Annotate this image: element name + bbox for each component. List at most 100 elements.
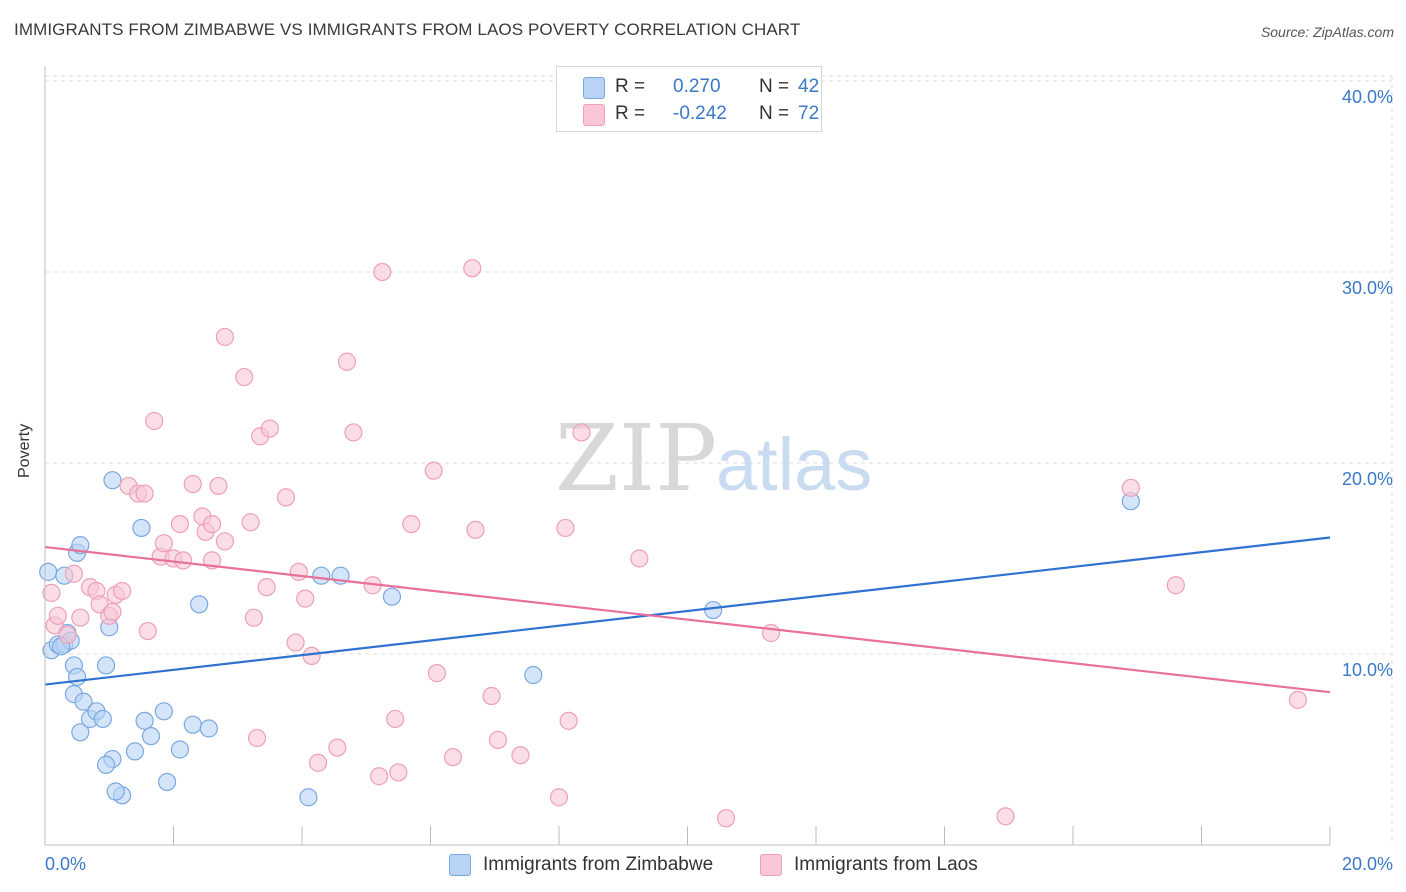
data-point-laos — [247, 728, 267, 748]
data-point-laos — [482, 686, 501, 706]
data-point-laos — [215, 532, 234, 551]
legend-r-value: 0.270 — [673, 76, 721, 97]
data-point-zimbabwe — [183, 715, 202, 734]
data-point-laos — [276, 488, 296, 507]
data-point-laos — [1121, 478, 1140, 497]
data-point-laos — [241, 513, 260, 532]
data-point-zimbabwe — [135, 711, 154, 730]
data-point-laos — [463, 259, 482, 278]
bottom-legend-label-zimbabwe: Immigrants from Zimbabwe — [483, 854, 714, 875]
data-point-laos — [443, 748, 463, 767]
data-point-laos — [1166, 576, 1185, 595]
legend-n-label: N = — [759, 103, 790, 124]
data-point-laos — [58, 625, 77, 645]
axis-layer: 10.0% 20.0% 30.0% 40.0% 0.0% 20.0% — [44, 66, 1393, 874]
data-point-laos — [235, 367, 254, 387]
data-point-zimbabwe — [39, 562, 58, 581]
data-point-laos — [260, 419, 279, 438]
data-point-laos — [716, 809, 736, 828]
data-point-laos — [556, 518, 575, 538]
points-layer — [39, 259, 1307, 828]
data-point-zimbabwe — [299, 788, 318, 807]
source-label: Source: ZipAtlas.com — [1260, 24, 1394, 40]
data-point-laos — [302, 646, 321, 666]
data-point-laos — [135, 484, 154, 503]
data-point-laos — [328, 738, 347, 757]
data-point-laos — [761, 623, 781, 643]
data-point-laos — [64, 564, 84, 583]
data-point-zimbabwe — [190, 595, 209, 614]
data-point-zimbabwe — [93, 709, 112, 729]
data-point-laos — [183, 474, 202, 494]
legend-n-label: N = — [759, 76, 790, 97]
watermark-zip: ZIP — [555, 405, 717, 512]
bottom-legend-swatch-zimbabwe — [449, 854, 471, 876]
y-tick-label: 30.0% — [1342, 278, 1393, 298]
data-point-zimbabwe — [125, 742, 145, 761]
data-point-laos — [103, 602, 122, 622]
data-point-zimbabwe — [154, 702, 173, 721]
data-point-zimbabwe — [157, 772, 177, 792]
data-point-zimbabwe — [71, 536, 90, 555]
data-point-laos — [286, 633, 305, 652]
legend-swatch-zimbabwe — [583, 77, 605, 99]
grid-layer — [45, 75, 1393, 845]
data-point-laos — [389, 763, 408, 782]
data-point-zimbabwe — [96, 656, 116, 675]
data-point-zimbabwe — [106, 782, 125, 801]
data-point-laos — [370, 767, 389, 786]
data-point-laos — [42, 583, 61, 602]
legend-r-value: -0.242 — [673, 103, 727, 124]
data-point-zimbabwe — [704, 600, 723, 620]
legend-r-label: R = — [615, 103, 646, 124]
data-point-laos — [424, 461, 443, 480]
data-point-laos — [308, 753, 328, 772]
trend-layer — [44, 536, 1331, 694]
data-point-laos — [466, 520, 485, 539]
data-point-zimbabwe — [132, 518, 151, 538]
data-point-laos — [630, 549, 649, 568]
y-tick-label: 10.0% — [1342, 660, 1393, 680]
data-point-laos — [138, 621, 157, 641]
data-point-laos — [996, 807, 1015, 826]
data-point-laos — [209, 476, 228, 496]
data-point-laos — [174, 551, 193, 570]
data-point-zimbabwe — [74, 692, 93, 711]
data-point-laos — [488, 730, 508, 750]
y-tick-label: 20.0% — [1342, 469, 1393, 489]
data-point-laos — [386, 709, 405, 729]
y-tick-label: 40.0% — [1342, 87, 1393, 107]
data-point-zimbabwe — [141, 727, 161, 746]
data-point-laos — [572, 423, 591, 442]
bottom-legend-swatch-laos — [760, 854, 782, 876]
data-point-laos — [257, 578, 276, 597]
data-point-laos — [296, 589, 315, 608]
data-point-zimbabwe — [103, 471, 122, 490]
data-point-laos — [154, 534, 173, 553]
correlation-legend: R = 0.270 N = 42 R = -0.242 N = 72 — [556, 66, 822, 132]
data-point-laos — [71, 608, 90, 627]
trend-line-zimbabwe — [44, 536, 1331, 686]
bottom-legend-laos: Immigrants from Laos — [760, 852, 978, 878]
data-point-zimbabwe — [170, 740, 190, 759]
data-point-laos — [549, 788, 569, 807]
data-point-zimbabwe — [382, 587, 402, 606]
data-point-laos — [145, 411, 164, 431]
data-point-laos — [373, 262, 392, 282]
data-point-laos — [511, 746, 530, 765]
data-point-zimbabwe — [71, 723, 90, 742]
legend-n-value: 72 — [798, 103, 820, 124]
bottom-legend-label-laos: Immigrants from Laos — [794, 854, 978, 875]
x-tick-label: 20.0% — [1342, 854, 1393, 874]
data-point-laos — [402, 515, 421, 534]
data-point-laos — [215, 327, 234, 347]
data-point-laos — [289, 562, 308, 581]
trend-line-laos — [44, 545, 1331, 694]
data-point-laos — [337, 352, 357, 371]
data-point-laos — [1288, 690, 1307, 709]
data-point-zimbabwe — [199, 719, 218, 738]
data-point-laos — [170, 515, 190, 534]
data-point-zimbabwe — [68, 667, 87, 687]
watermark-atlas: atlas — [716, 423, 872, 506]
chart-title: IMMIGRANTS FROM ZIMBABWE VS IMMIGRANTS F… — [14, 20, 801, 39]
